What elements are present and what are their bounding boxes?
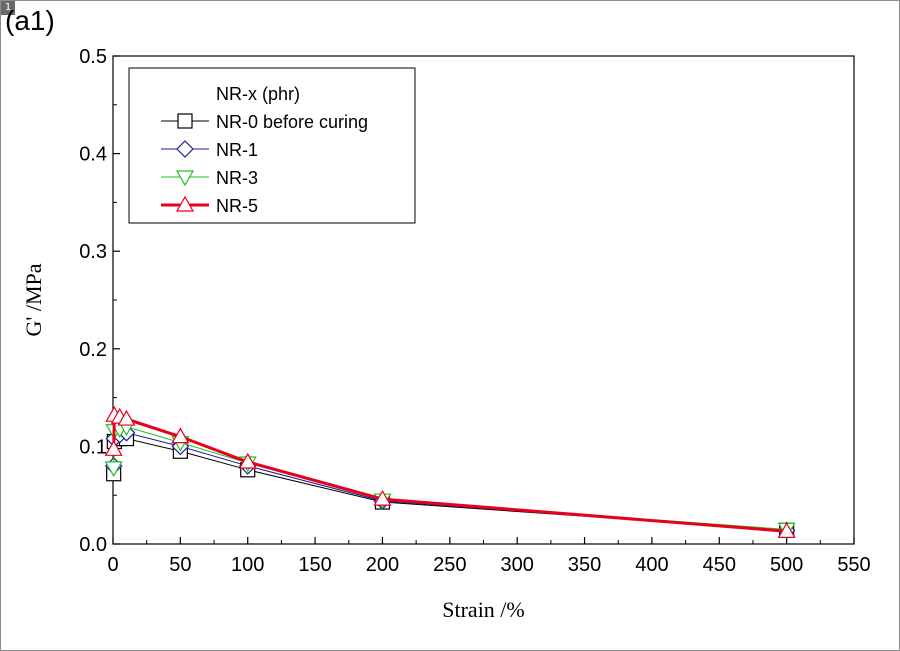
legend-marker	[176, 140, 194, 158]
y-tick-label: 0.4	[79, 144, 107, 166]
legend-item-label: NR-0 before curing	[216, 112, 368, 132]
data-point	[777, 522, 796, 538]
series-layer	[104, 405, 796, 540]
y-tick-label: 0.2	[79, 339, 107, 361]
legend-marker	[177, 113, 193, 129]
corner-marker: 1	[1, 1, 15, 15]
x-tick-label: 200	[366, 554, 399, 576]
x-tick-label: 550	[837, 554, 870, 576]
x-axis: 0 50 100 150 200 250 300 350 400 450 500 550	[107, 537, 871, 576]
data-point	[104, 461, 123, 478]
x-tick-label: 500	[770, 554, 803, 576]
x-tick-label: 50	[169, 554, 191, 576]
y-tick-label: 0.5	[79, 46, 107, 68]
legend-item-label: NR-5	[216, 196, 258, 216]
x-tick-label: 0	[107, 554, 118, 576]
x-axis-title: Strain /%	[442, 597, 525, 622]
data-point	[238, 452, 257, 469]
x-tick-label: 450	[703, 554, 736, 576]
x-tick-label: 300	[500, 554, 533, 576]
series-nr-1	[104, 423, 796, 540]
legend: NR-x (phr) NR-0 before curing NR-1 NR-3 NR-…	[128, 67, 416, 224]
series-line	[113, 426, 787, 530]
legend-marker	[175, 170, 195, 187]
panel-label: (a1)	[5, 5, 55, 36]
x-tick-label: 150	[298, 554, 331, 576]
series-line	[113, 432, 787, 531]
legend-item-label: NR-3	[216, 168, 258, 188]
series-nr-5	[104, 405, 796, 538]
x-tick-label: 100	[231, 554, 264, 576]
y-tick-label: 0.3	[79, 241, 107, 263]
legend-box	[128, 67, 416, 224]
y-tick-label: 0.0	[79, 534, 107, 556]
legend-item-label: NR-1	[216, 140, 258, 160]
y-tick-label: 0.1	[79, 436, 107, 458]
legend-marker	[175, 195, 195, 212]
data-point	[171, 427, 190, 444]
x-tick-label: 350	[568, 554, 601, 576]
data-point	[373, 489, 392, 506]
series-line	[112, 413, 787, 533]
data-point	[104, 440, 123, 456]
y-axis: 0.0 0.1 0.2 0.3 0.4 0.5	[79, 46, 120, 556]
x-tick-label: 250	[433, 554, 466, 576]
data-point	[117, 409, 136, 426]
legend-title: NR-x (phr)	[216, 84, 300, 104]
series-nr-3	[104, 420, 796, 539]
x-tick-label: 400	[635, 554, 668, 576]
y-axis-title: G' /MPa	[21, 263, 46, 336]
series-line	[113, 438, 787, 531]
